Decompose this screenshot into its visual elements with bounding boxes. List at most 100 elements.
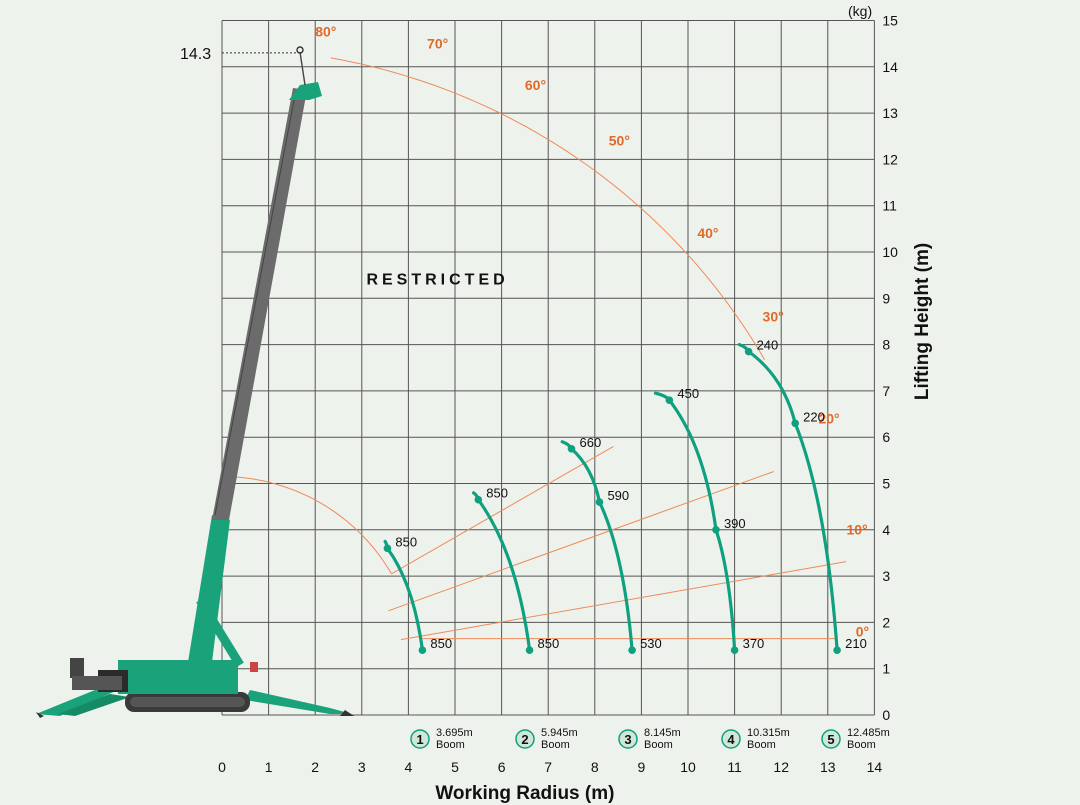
angle-label-10: 10° (846, 521, 867, 537)
boom-marker-circle (410, 729, 430, 749)
foot-left (36, 712, 44, 718)
x-tick-label: 7 (544, 759, 552, 775)
crane-body (118, 660, 238, 694)
y-tick-label: 11 (882, 198, 897, 214)
y-tick-label: 4 (882, 522, 890, 538)
capacity-value-label: 850 (538, 636, 560, 651)
angle-label-30: 30° (763, 308, 784, 324)
capacity-curve-1 (383, 539, 424, 652)
capacity-value-label: 220 (803, 409, 825, 424)
x-tick-label: 13 (820, 759, 836, 775)
x-tick-label: 10 (680, 759, 696, 775)
boom-marker-circle (721, 729, 741, 749)
capacity-point (833, 646, 841, 654)
boom-length-label: 8.145m (644, 727, 681, 739)
boom-marker-number: 4 (727, 732, 735, 747)
max-height-label: 14.3 (180, 46, 211, 63)
x-tick-label: 1 (265, 759, 273, 775)
boom-word-label: Boom (747, 739, 776, 751)
boom-marker-number: 3 (624, 732, 631, 747)
engine (72, 676, 122, 690)
capacity-point (567, 444, 576, 453)
capacity-value-label: 590 (607, 488, 629, 503)
angle-label-60: 60° (525, 77, 546, 93)
boom-word-label: Boom (436, 739, 465, 751)
angle-label-50: 50° (609, 133, 630, 149)
boom-length-label: 3.695m (436, 727, 473, 739)
y-tick-label: 0 (882, 707, 890, 723)
outrigger-left-front (58, 694, 130, 716)
boom-marker-circle (515, 729, 535, 749)
capacity-point (595, 498, 604, 506)
capacity-value-label: 390 (724, 516, 746, 531)
capacity-point (383, 544, 392, 553)
y-tick-label: 8 (882, 337, 890, 353)
x-axis-title: Working Radius (m) (435, 783, 614, 804)
y-axis-title: Lifting Height (m) (912, 243, 933, 400)
hook-line (299, 51, 306, 86)
capacity-value-label: 530 (640, 636, 662, 651)
x-tick-label: 4 (405, 759, 413, 775)
capacity-value-label: 850 (430, 636, 452, 651)
y-tick-label: 13 (882, 105, 898, 121)
y-tick-label: 15 (882, 13, 898, 29)
outrigger-left-rear (36, 690, 118, 716)
y-tick-label: 9 (882, 290, 890, 306)
boom-length-label: 5.945m (541, 727, 578, 739)
hook (296, 46, 304, 54)
angle-ray-30 (391, 446, 614, 575)
restricted-boundary-arc (330, 57, 766, 361)
x-tick-label: 0 (218, 759, 226, 775)
y-tick-label: 1 (882, 661, 890, 677)
capacity-point (744, 347, 753, 356)
x-tick-label: 2 (311, 759, 319, 775)
unit-label: (kg) (848, 3, 872, 19)
capacity-curve-2 (472, 491, 532, 652)
outrigger-right (245, 690, 352, 714)
y-tick-label: 7 (882, 383, 890, 399)
warning-light (250, 662, 258, 672)
angle-label-20: 20° (818, 410, 839, 426)
boom-base (188, 515, 230, 662)
y-tick-label: 3 (882, 568, 890, 584)
x-tick-label: 9 (638, 759, 646, 775)
capacity-point (712, 526, 720, 534)
capacity-point (525, 646, 534, 654)
x-tick-label: 5 (451, 759, 459, 775)
inner-boundary-arc (222, 476, 392, 575)
outrigger-strut (196, 597, 244, 668)
capacity-point (418, 646, 427, 654)
engine-hood (70, 658, 84, 678)
boom-word-label: Boom (644, 739, 673, 751)
x-tick-label: 11 (727, 759, 742, 775)
capacity-curve-3 (560, 440, 634, 652)
x-tick-label: 8 (591, 759, 599, 775)
boom-word-label: Boom (847, 739, 876, 751)
crane-illustration (36, 46, 354, 718)
y-tick-label: 5 (882, 476, 890, 492)
boom-length-label: 12.485m (847, 727, 890, 739)
angle-label-80: 80° (315, 24, 336, 40)
capacity-value-label: 240 (757, 338, 779, 353)
boom-marker-circle (618, 729, 638, 749)
foot-right (340, 710, 354, 716)
x-tick-label: 6 (498, 759, 506, 775)
boom-marker-number: 5 (827, 732, 834, 747)
angle-lines: 80° 70° 60° 50° 40° 30° 20° 10° 0° (222, 24, 869, 641)
boom-marker-number: 2 (521, 732, 528, 747)
capacity-point (474, 495, 483, 504)
angle-label-70: 70° (427, 35, 448, 51)
capacity-point (730, 646, 739, 654)
y-tick-label: 2 (882, 614, 890, 630)
capacity-value-label: 660 (580, 435, 602, 450)
boom-head (289, 82, 322, 100)
y-tick-label: 14 (882, 59, 898, 75)
capacity-value-label: 850 (486, 486, 508, 501)
boom-upper (212, 88, 307, 520)
capacity-point (665, 396, 674, 404)
boom-marker-number: 1 (416, 732, 423, 747)
angle-ray-10 (400, 561, 847, 641)
boom-marker-circle (821, 729, 841, 749)
capacity-value-label: 210 (845, 636, 867, 651)
